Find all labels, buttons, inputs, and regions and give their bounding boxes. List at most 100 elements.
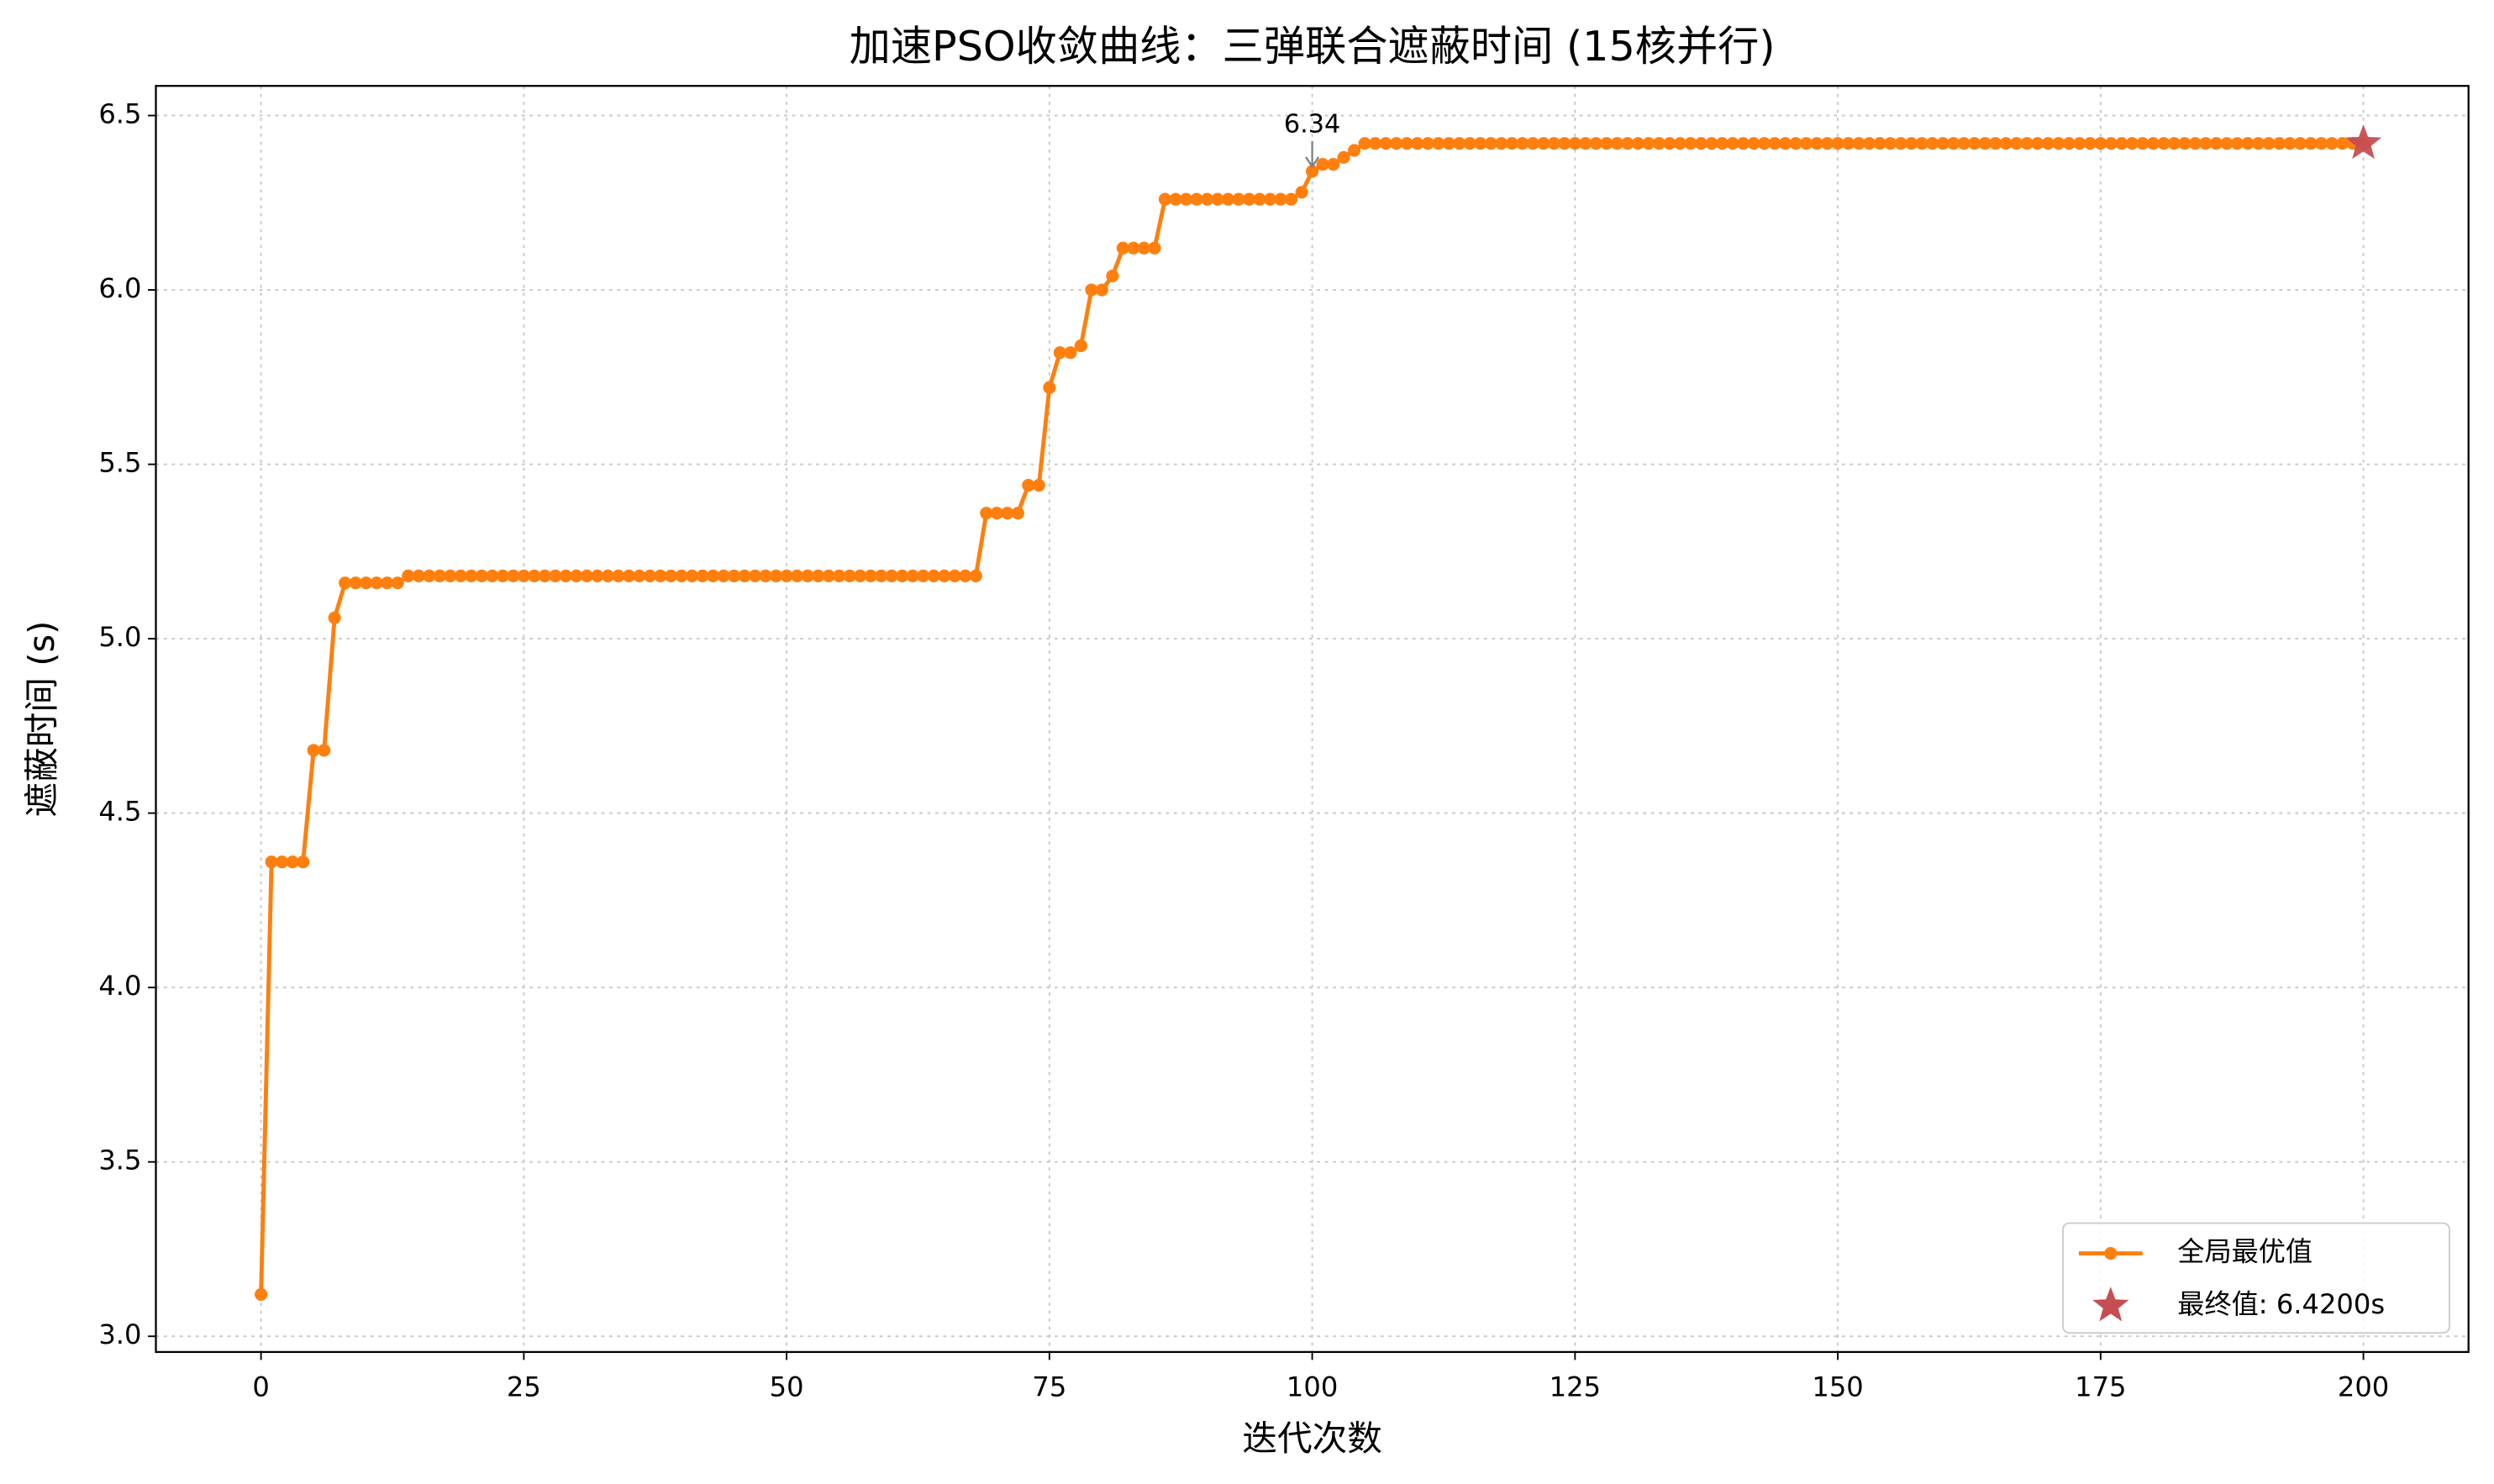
data-point xyxy=(864,569,877,582)
data-point xyxy=(643,569,657,582)
data-point xyxy=(402,569,415,582)
data-point xyxy=(1663,137,1676,150)
data-point xyxy=(2304,137,2318,150)
data-point xyxy=(433,569,446,582)
data-point xyxy=(1684,137,1697,150)
data-point xyxy=(875,569,888,582)
data-point xyxy=(1547,137,1560,150)
data-point xyxy=(664,569,678,582)
data-point xyxy=(1600,137,1613,150)
data-point xyxy=(1253,192,1266,206)
final-marker xyxy=(2344,124,2382,160)
legend-marker xyxy=(2104,1246,2118,1260)
data-point xyxy=(1989,137,2002,150)
data-point xyxy=(2199,137,2213,150)
x-tick-label: 100 xyxy=(1286,1371,1338,1402)
data-point xyxy=(1495,137,1508,150)
data-point xyxy=(1768,137,1781,150)
x-tick-label: 0 xyxy=(252,1371,269,1402)
data-point xyxy=(1736,137,1750,150)
data-point xyxy=(1873,137,1886,150)
data-point xyxy=(381,576,394,590)
data-point xyxy=(1505,137,1518,150)
plot-frame xyxy=(155,85,2470,1354)
data-point xyxy=(1484,137,1497,150)
data-point xyxy=(2241,137,2255,150)
data-point xyxy=(307,744,320,757)
data-point xyxy=(1568,137,1581,150)
data-point xyxy=(2262,137,2276,150)
data-point xyxy=(1726,137,1739,150)
data-point xyxy=(1022,478,1035,492)
data-point xyxy=(1358,137,1371,150)
data-point xyxy=(370,576,383,590)
data-point xyxy=(1432,137,1445,150)
data-point xyxy=(2157,137,2170,150)
data-point xyxy=(1926,137,1939,150)
data-point xyxy=(391,576,404,590)
y-tick-label: 4.0 xyxy=(98,970,141,1002)
data-point xyxy=(843,569,856,582)
data-point xyxy=(276,855,289,869)
data-point xyxy=(1757,137,1771,150)
data-point xyxy=(1379,137,1392,150)
data-point xyxy=(685,569,699,582)
data-point xyxy=(633,569,646,582)
data-point xyxy=(297,855,310,869)
data-point xyxy=(1032,478,1045,492)
y-tick-label: 6.0 xyxy=(98,272,141,304)
data-point xyxy=(2293,137,2307,150)
data-point xyxy=(286,855,299,869)
data-point xyxy=(2178,137,2191,150)
data-point xyxy=(1306,165,1319,178)
data-point xyxy=(549,569,562,582)
data-point xyxy=(2335,137,2349,150)
data-point xyxy=(1799,137,1813,150)
data-point xyxy=(1999,137,2013,150)
data-point xyxy=(1369,137,1382,150)
data-point xyxy=(2272,137,2286,150)
data-point xyxy=(612,569,625,582)
data-point xyxy=(1442,137,1455,150)
data-point xyxy=(1095,283,1108,297)
data-point xyxy=(791,569,804,582)
data-point xyxy=(1789,137,1802,150)
data-point xyxy=(1179,192,1193,206)
data-point xyxy=(959,569,972,582)
data-point xyxy=(2031,137,2044,150)
data-point xyxy=(1579,137,1592,150)
data-point xyxy=(1085,283,1098,297)
x-tick-label: 150 xyxy=(1812,1371,1863,1402)
data-point xyxy=(1642,137,1655,150)
data-point xyxy=(770,569,783,582)
data-point xyxy=(1589,137,1602,150)
data-point xyxy=(917,569,930,582)
data-point xyxy=(1043,381,1056,394)
data-point xyxy=(2062,137,2076,150)
data-point xyxy=(255,1287,268,1301)
data-point xyxy=(423,569,436,582)
data-point xyxy=(2073,137,2086,150)
y-tick-label: 3.0 xyxy=(98,1318,141,1350)
data-point xyxy=(1957,137,1970,150)
data-point xyxy=(1263,192,1277,206)
data-point xyxy=(2283,137,2297,150)
data-point xyxy=(969,569,982,582)
data-point xyxy=(1905,137,1918,150)
data-point xyxy=(517,569,530,582)
data-point xyxy=(328,611,341,624)
data-point xyxy=(1968,137,1981,150)
chart-title: 加速PSO收敛曲线：三弹联合遮蔽时间 (15核并行) xyxy=(850,22,1776,71)
x-tick-label: 125 xyxy=(1550,1371,1601,1402)
data-point xyxy=(1694,137,1708,150)
data-point xyxy=(570,569,583,582)
data-point xyxy=(2041,137,2055,150)
data-point xyxy=(780,569,793,582)
data-point xyxy=(1053,346,1066,360)
x-tick-label: 175 xyxy=(2075,1371,2126,1402)
y-tick-label: 5.5 xyxy=(98,447,141,479)
data-point xyxy=(1526,137,1539,150)
data-point xyxy=(1285,192,1298,206)
data-point xyxy=(1242,192,1256,206)
